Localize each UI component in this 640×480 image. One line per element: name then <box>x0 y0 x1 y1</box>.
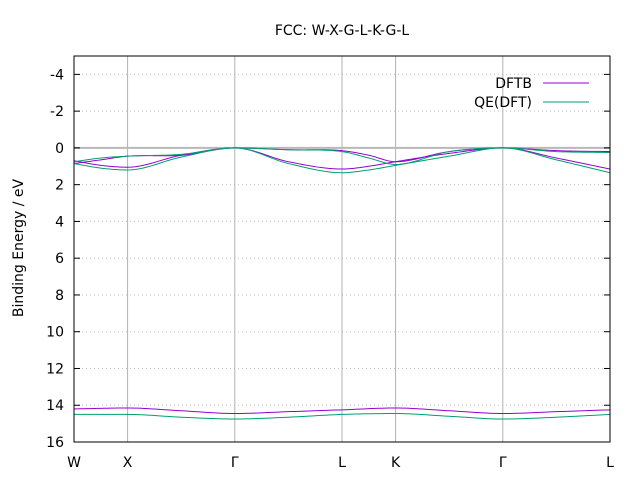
y-tick-label: -2 <box>50 104 64 120</box>
y-tick-label: 2 <box>55 178 64 194</box>
legend-label: DFTB <box>495 76 532 92</box>
band-line <box>73 407 611 415</box>
y-tick-label: 12 <box>46 361 64 377</box>
y-tick-label: 0 <box>55 141 64 157</box>
y-tick-label: 16 <box>46 435 64 451</box>
axis-ticks: -4 -2 0 2 4 6 8 10 12 14 16W X Γ L K Γ L <box>46 67 614 471</box>
x-tick-label: Γ <box>231 455 239 471</box>
x-tick-label: L <box>606 455 614 471</box>
legend-label: QE(DFT) <box>474 95 532 111</box>
y-tick-label: -4 <box>50 67 64 83</box>
chart-title: FCC: W-X-G-L-K-G-L <box>275 23 410 39</box>
x-tick-label: Γ <box>499 455 507 471</box>
y-tick-label: 8 <box>55 288 64 304</box>
band-line <box>73 147 611 174</box>
band-line <box>74 413 611 420</box>
series-lines <box>73 147 611 420</box>
y-tick-label: 6 <box>55 251 64 267</box>
y-tick-label: 4 <box>55 214 64 230</box>
x-tick-label: K <box>391 455 401 471</box>
y-tick-label: 14 <box>46 398 64 414</box>
grid <box>74 56 610 442</box>
y-axis-label: Binding Energy / eV <box>11 178 27 317</box>
legend: DFTB QE(DFT) <box>474 76 589 111</box>
x-tick-label: X <box>123 455 133 471</box>
plot-frame <box>73 55 611 443</box>
x-tick-label: L <box>338 455 346 471</box>
y-tick-label: 10 <box>46 325 64 341</box>
x-tick-label: W <box>67 455 81 471</box>
